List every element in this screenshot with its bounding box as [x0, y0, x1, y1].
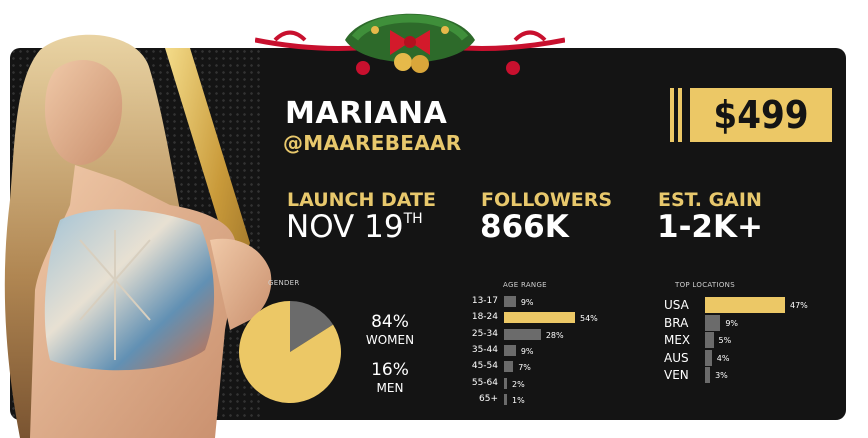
age-range-category-label: 65+ — [479, 393, 498, 404]
price-value: $499 — [713, 93, 809, 137]
creator-handle: @MAAREBEAAR — [283, 131, 462, 155]
price-box — [690, 88, 832, 142]
est-gain-label: EST. GAIN — [658, 189, 762, 211]
location-bar — [705, 297, 785, 313]
age-range-bar — [504, 377, 507, 389]
age-range-value-label: 54% — [580, 314, 598, 324]
est-gain-value: 1-2K+ — [657, 209, 764, 245]
men-percent: 16% — [371, 360, 409, 380]
launch-date-value: NOV 19TH — [286, 209, 423, 245]
age-range-category-label: 55-64 — [471, 377, 498, 388]
age-range-value-label: 1% — [512, 395, 525, 405]
location-value-label: 47% — [790, 301, 808, 310]
age-range-bar — [504, 344, 516, 356]
model-photo — [4, 34, 272, 438]
location-category-label: MEX — [664, 333, 691, 347]
followers-label: FOLLOWERS — [481, 189, 613, 211]
creator-name: MARIANA — [285, 96, 448, 131]
location-value-label: 5% — [718, 336, 732, 345]
age-range-value-label: 9% — [520, 298, 534, 307]
location-bar — [705, 349, 712, 366]
top-locations-title: TOP LOCATIONS — [675, 281, 735, 289]
age-range-bar — [504, 393, 507, 405]
age-range-category-label: 25-34 — [471, 328, 498, 339]
gender-chart-title: GENDER — [268, 279, 300, 287]
pie-slice-men — [290, 301, 334, 352]
age-range-value-label: 28% — [545, 330, 564, 340]
women-label: WOMEN — [365, 333, 415, 347]
price-accent-bar — [678, 88, 682, 142]
age-range-category-label: 35-44 — [471, 344, 498, 355]
location-value-label: 4% — [716, 353, 730, 363]
location-bar — [705, 367, 711, 383]
age-range-bar — [504, 361, 514, 373]
location-category-label: BRA — [664, 315, 689, 330]
age-range-title: AGE RANGE — [503, 281, 547, 289]
gender-pie-chart — [239, 301, 341, 403]
launch-date-suffix: TH — [403, 211, 423, 227]
pie-slice-women — [239, 301, 341, 403]
men-label: MEN — [376, 381, 404, 395]
christmas-garland-decoration — [255, 13, 565, 75]
age-range-category-label: 13-17 — [471, 296, 498, 306]
women-percent: 84% — [371, 312, 409, 332]
age-range-bar — [504, 328, 541, 340]
launch-date-text: NOV 19 — [286, 209, 404, 245]
location-value-label: 9% — [725, 318, 739, 328]
launch-date-label: LAUNCH DATE — [287, 189, 436, 211]
location-category-label: AUS — [664, 350, 689, 365]
location-bar — [705, 314, 721, 331]
followers-value: 866K — [480, 209, 569, 245]
age-range-bar — [504, 312, 575, 324]
age-range-category-label: 18-24 — [471, 312, 498, 323]
location-value-label: 3% — [715, 371, 728, 380]
location-bar — [705, 332, 714, 348]
age-range-value-label: 7% — [518, 363, 531, 373]
age-range-value-label: 9% — [520, 346, 534, 356]
location-category-label: VEN — [664, 368, 689, 382]
location-category-label: USA — [664, 298, 689, 312]
age-range-bar — [504, 296, 516, 307]
age-range-value-label: 2% — [512, 379, 525, 389]
price-accent-bar — [670, 88, 674, 142]
age-range-category-label: 45-54 — [471, 361, 498, 372]
